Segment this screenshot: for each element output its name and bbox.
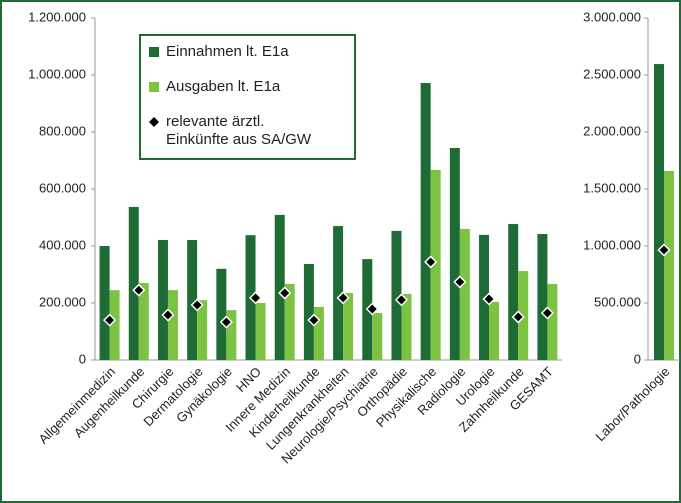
bar [459, 228, 470, 360]
diamond-marker [394, 293, 409, 307]
bar [255, 303, 266, 360]
diamond-marker [657, 243, 671, 257]
legend-label: Ausgaben lt. E1a [166, 78, 281, 95]
y-tick-label: 400.000 [39, 237, 86, 252]
legend-marker [149, 117, 159, 127]
y-tick-label: 500.000 [594, 294, 641, 309]
y-tick-label: 1.500.000 [583, 180, 641, 195]
legend-box [139, 34, 356, 160]
y-tick-label: 1.200.000 [28, 9, 86, 24]
bar [226, 310, 237, 360]
diamond-marker [453, 275, 467, 289]
diamond-marker [424, 255, 438, 269]
bar [109, 290, 120, 360]
bar [167, 290, 178, 360]
bar [187, 240, 198, 360]
diamond-marker [365, 302, 379, 316]
diamond-marker [132, 283, 146, 297]
y-tick-label: 0 [79, 351, 86, 366]
diamond-marker [103, 313, 117, 327]
legend-label: relevante ärztl. Einkünfte aus SA/GW [166, 113, 312, 148]
bar [216, 268, 227, 360]
diamond-marker [161, 308, 175, 322]
diamond-marker [511, 310, 525, 324]
y-tick-label: 2.000.000 [583, 123, 641, 138]
bar [197, 300, 208, 360]
y-tick-label: 0 [634, 351, 641, 366]
bar [333, 226, 344, 360]
bar [664, 170, 674, 360]
legend-label: Einnahmen lt. E1a [166, 43, 289, 60]
bar [274, 214, 285, 360]
bar [537, 234, 548, 360]
diamond-marker [482, 292, 496, 306]
diamond-marker [307, 313, 321, 327]
diamond-marker [336, 291, 350, 305]
y-tick-label: 1.000.000 [583, 237, 641, 252]
bar [654, 64, 664, 360]
y-tick-label: 1.000.000 [28, 66, 86, 81]
bar [401, 293, 412, 360]
y-tick-label: 200.000 [39, 294, 86, 309]
bar [284, 283, 295, 360]
bar [303, 263, 314, 360]
bar [547, 283, 558, 360]
bar [449, 147, 460, 360]
y-tick-label: 2.500.000 [583, 66, 641, 81]
y-tick-label: 600.000 [39, 180, 86, 195]
bar [420, 82, 431, 360]
bar [138, 283, 149, 360]
diamond-marker [540, 306, 554, 320]
legend-swatch [149, 47, 159, 57]
diamond-marker [278, 286, 292, 300]
bar [157, 240, 168, 360]
diamond-marker [190, 298, 204, 312]
y-tick-label: 3.000.000 [583, 9, 641, 24]
bar [372, 312, 383, 360]
legend-swatch [149, 82, 159, 92]
bar [430, 169, 441, 360]
bar [479, 234, 490, 360]
bar [313, 306, 324, 360]
bar [128, 206, 139, 360]
bar [489, 301, 500, 360]
bar [508, 224, 519, 360]
bar [391, 230, 402, 360]
bar [343, 293, 354, 360]
diamond-marker [219, 315, 233, 329]
bar [99, 246, 110, 360]
diamond-marker [248, 291, 263, 305]
y-tick-label: 800.000 [39, 123, 86, 138]
